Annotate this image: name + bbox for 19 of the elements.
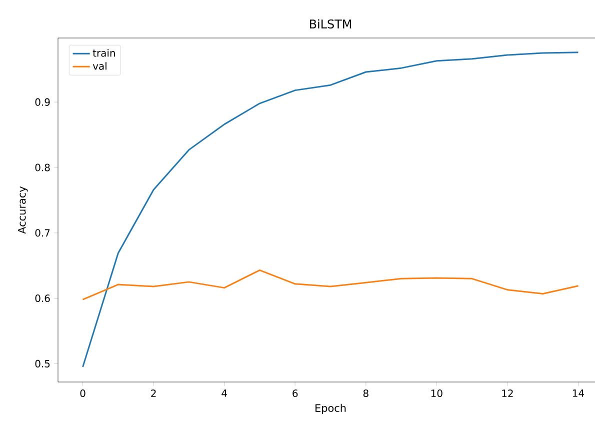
x-tick-label: 6 (292, 390, 298, 398)
y-tick-label: 0.9 (35, 98, 50, 106)
x-tick-label: 0 (80, 390, 86, 398)
legend-label: train (92, 49, 115, 57)
legend-label: val (92, 62, 106, 70)
y-axis-title: Accuracy (18, 186, 28, 234)
chart-title: BiLSTM (310, 19, 352, 28)
line-series (82, 269, 579, 300)
x-axis-title: Epoch (316, 404, 346, 414)
y-tick-label: 0.8 (35, 164, 50, 172)
x-tick-label: 2 (151, 390, 156, 397)
y-tick-label: 0.6 (35, 294, 50, 302)
x-tick-label: 4 (222, 390, 227, 397)
y-tick-label: 0.7 (35, 229, 50, 237)
x-tick-label: 8 (363, 390, 368, 398)
x-tick-label: 12 (502, 390, 513, 397)
x-tick-label: 14 (572, 390, 584, 397)
x-tick-label: 10 (431, 390, 442, 398)
y-tick-label: 0.5 (35, 360, 50, 368)
